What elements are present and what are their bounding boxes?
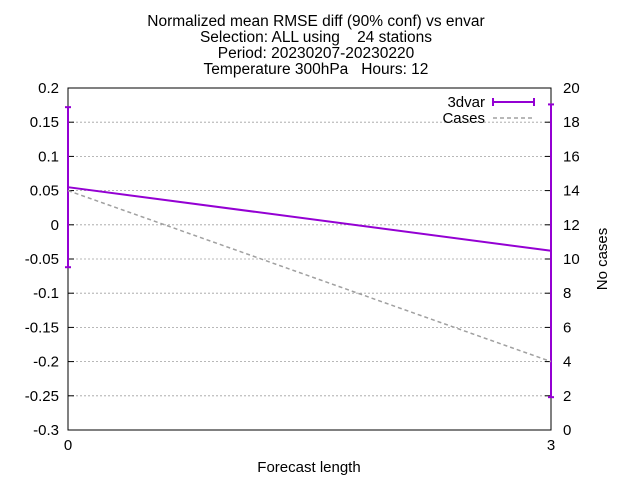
series-layer xyxy=(65,103,554,399)
y2-tick-label: 10 xyxy=(563,251,580,268)
grid-lines xyxy=(68,121,551,397)
y-tick-label: -0.2 xyxy=(33,354,59,371)
y-tick-label: -0.3 xyxy=(33,422,59,439)
y2-tick-label: 14 xyxy=(563,183,580,200)
y2-tick-label: 12 xyxy=(563,217,580,234)
y2-tick-label: 8 xyxy=(563,285,571,302)
chart-title-line: Period: 20230207-20230220 xyxy=(218,45,415,62)
y2-tick-label: 18 xyxy=(563,114,580,131)
x-tick-label: 0 xyxy=(64,437,72,454)
y-tick-label: 0.1 xyxy=(38,148,59,165)
y-tick-label: -0.25 xyxy=(25,388,59,405)
y2-tick-label: 16 xyxy=(563,148,580,165)
y-tick-label: -0.15 xyxy=(25,319,59,336)
chart-title-line: Temperature 300hPa Hours: 12 xyxy=(204,61,429,78)
y2-axis-label: No cases xyxy=(594,228,611,291)
y2-tick-label: 20 xyxy=(563,80,580,97)
y2-tick-label: 6 xyxy=(563,319,571,336)
y-tick-label: 0.15 xyxy=(30,114,59,131)
series-line-cases xyxy=(67,189,552,363)
y-axis-ticks: 0.2 0.15 0.1 0.05 0 -0.05 -0.1 -0.15 -0.2 -0.25 -0… xyxy=(25,80,74,439)
y-tick-label: 0.2 xyxy=(38,80,59,97)
y-tick-label: -0.1 xyxy=(33,285,59,302)
chart-title-line: Selection: ALL using 24 stations xyxy=(200,29,432,46)
legend-label: 3dvar xyxy=(447,94,485,111)
x-axis-label: Forecast length xyxy=(257,459,360,476)
chart-title: Normalized mean RMSE diff (90% conf) vs … xyxy=(147,13,484,78)
chart-title-line: Normalized mean RMSE diff (90% conf) vs … xyxy=(147,13,484,30)
x-tick-label: 3 xyxy=(547,437,555,454)
series-line-3dvar xyxy=(67,186,552,252)
y2-tick-label: 2 xyxy=(563,388,571,405)
y-tick-label: -0.05 xyxy=(25,251,59,268)
y-tick-label: 0 xyxy=(51,217,59,234)
y-tick-label: 0.05 xyxy=(30,183,59,200)
legend-label: Cases xyxy=(442,110,485,127)
y2-tick-label: 4 xyxy=(563,354,571,371)
y2-tick-label: 0 xyxy=(563,422,571,439)
